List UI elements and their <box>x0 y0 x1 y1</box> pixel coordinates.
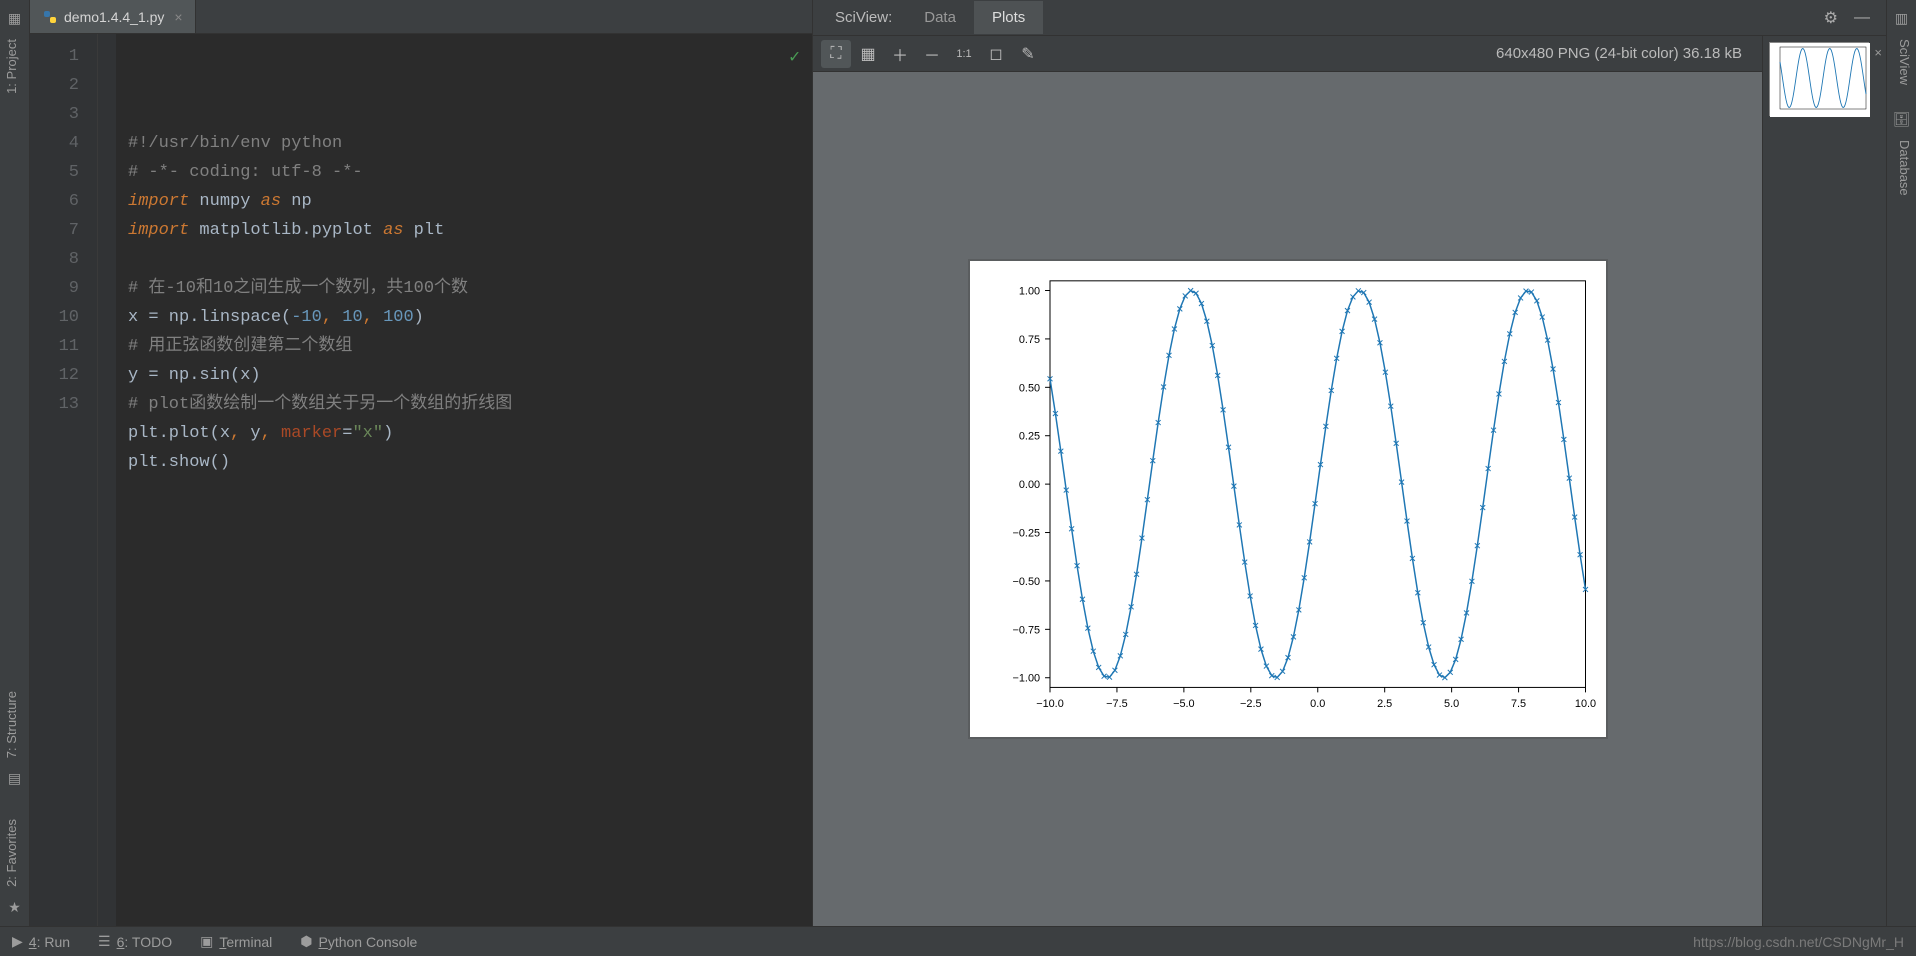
editor-pane: demo1.4.4_1.py × 12345678910111213 ✓ #!/… <box>30 0 812 926</box>
svg-text:0.00: 0.00 <box>1018 479 1039 491</box>
sciview-pane: SciView: Data Plots ⚙ — ⛶▦＋－1:1◻✎ 640x480… <box>812 0 1886 926</box>
svg-text:−0.75: −0.75 <box>1012 624 1040 636</box>
editor-tab[interactable]: demo1.4.4_1.py × <box>30 0 196 33</box>
favorites-tool-button[interactable]: 2: Favorites <box>0 811 23 895</box>
sciview-rail-icon: ▥ <box>1887 6 1916 31</box>
svg-text:10.0: 10.0 <box>1574 698 1595 710</box>
bottom----todo[interactable]: ☰6: TODO <box>98 933 172 950</box>
bottom-python-console[interactable]: ⬢Python Console <box>300 933 417 950</box>
bottom-terminal[interactable]: ▣Terminal <box>200 933 272 950</box>
code-content[interactable]: ✓ #!/usr/bin/env python# -*- coding: utf… <box>116 34 812 926</box>
python-file-icon <box>42 9 58 25</box>
structure-icon: ▤ <box>0 766 29 791</box>
svg-text:−7.5: −7.5 <box>1106 698 1128 710</box>
minimize-icon[interactable]: — <box>1846 9 1878 27</box>
gear-icon[interactable]: ⚙ <box>1816 8 1846 28</box>
thumbnail-column: × <box>1762 36 1886 926</box>
sciview-tab-plots[interactable]: Plots <box>974 1 1043 34</box>
svg-text:0.0: 0.0 <box>1310 698 1325 710</box>
sciview-tab-bar: SciView: Data Plots ⚙ — <box>813 0 1886 36</box>
close-thumbnail-icon[interactable]: × <box>1874 45 1882 60</box>
sciview-tab-data[interactable]: Data <box>906 1 974 34</box>
svg-text:1.00: 1.00 <box>1018 285 1039 297</box>
bottom-tool-bar: ▶4: Run☰6: TODO▣Terminal⬢Python Console … <box>0 926 1916 956</box>
database-tool-button[interactable]: Database <box>1887 132 1916 204</box>
plot-area: ⛶▦＋－1:1◻✎ 640x480 PNG (24-bit color) 36.1… <box>813 36 1762 926</box>
star-icon: ★ <box>0 895 29 920</box>
watermark-text: https://blog.csdn.net/CSDNgMr_H <box>1693 934 1904 950</box>
left-tool-rail: ▦ 1: Project 7: Structure ▤ 2: Favorites… <box>0 0 30 926</box>
image-info-label: 640x480 PNG (24-bit color) 36.18 kB <box>1496 45 1754 62</box>
bottom----run[interactable]: ▶4: Run <box>12 933 70 950</box>
eyedropper-button[interactable]: ✎ <box>1013 40 1043 68</box>
zoom-out-button[interactable]: － <box>917 40 947 68</box>
svg-text:−1.00: −1.00 <box>1012 673 1040 685</box>
grid-button[interactable]: ▦ <box>853 40 883 68</box>
actual-size-button[interactable]: 1:1 <box>949 40 979 68</box>
svg-text:0.50: 0.50 <box>1018 382 1039 394</box>
project-tool-button[interactable]: 1: Project <box>0 31 23 102</box>
line-number-gutter: 12345678910111213 <box>30 34 98 926</box>
project-folder-icon[interactable]: ▦ <box>0 6 29 31</box>
structure-tool-button[interactable]: 7: Structure <box>0 683 23 766</box>
svg-text:−2.5: −2.5 <box>1240 698 1262 710</box>
fit-button[interactable]: ⛶ <box>821 40 851 68</box>
tab-filename: demo1.4.4_1.py <box>64 9 164 25</box>
code-editor[interactable]: 12345678910111213 ✓ #!/usr/bin/env pytho… <box>30 34 812 926</box>
svg-text:0.75: 0.75 <box>1018 334 1039 346</box>
svg-text:0.25: 0.25 <box>1018 431 1039 443</box>
close-tab-icon[interactable]: × <box>174 9 182 25</box>
svg-text:5.0: 5.0 <box>1444 698 1459 710</box>
editor-tab-bar: demo1.4.4_1.py × <box>30 0 812 34</box>
plot-canvas[interactable]: −10.0 −7.5 −5.0 −2.5 0.0 2.5 5.0 7.5 10.0 −1.00 −0… <box>968 259 1608 739</box>
svg-text:−0.50: −0.50 <box>1012 576 1040 588</box>
inspection-ok-icon: ✓ <box>789 44 800 73</box>
zoom-in-button[interactable]: ＋ <box>885 40 915 68</box>
svg-text:−0.25: −0.25 <box>1012 527 1040 539</box>
svg-text:7.5: 7.5 <box>1510 698 1525 710</box>
crop-button[interactable]: ◻ <box>981 40 1011 68</box>
right-tool-rail: ▥ SciView 🗄 Database <box>1886 0 1916 926</box>
plot-toolbar: ⛶▦＋－1:1◻✎ 640x480 PNG (24-bit color) 36.1… <box>813 36 1762 72</box>
svg-text:−5.0: −5.0 <box>1173 698 1195 710</box>
database-rail-icon: 🗄 <box>1887 107 1916 132</box>
fold-column <box>98 34 116 926</box>
sciview-tool-button[interactable]: SciView <box>1887 31 1916 93</box>
sciview-title: SciView: <box>821 9 906 26</box>
svg-text:2.5: 2.5 <box>1377 698 1392 710</box>
svg-text:−10.0: −10.0 <box>1036 698 1064 710</box>
plot-thumbnail[interactable]: × <box>1769 42 1869 116</box>
